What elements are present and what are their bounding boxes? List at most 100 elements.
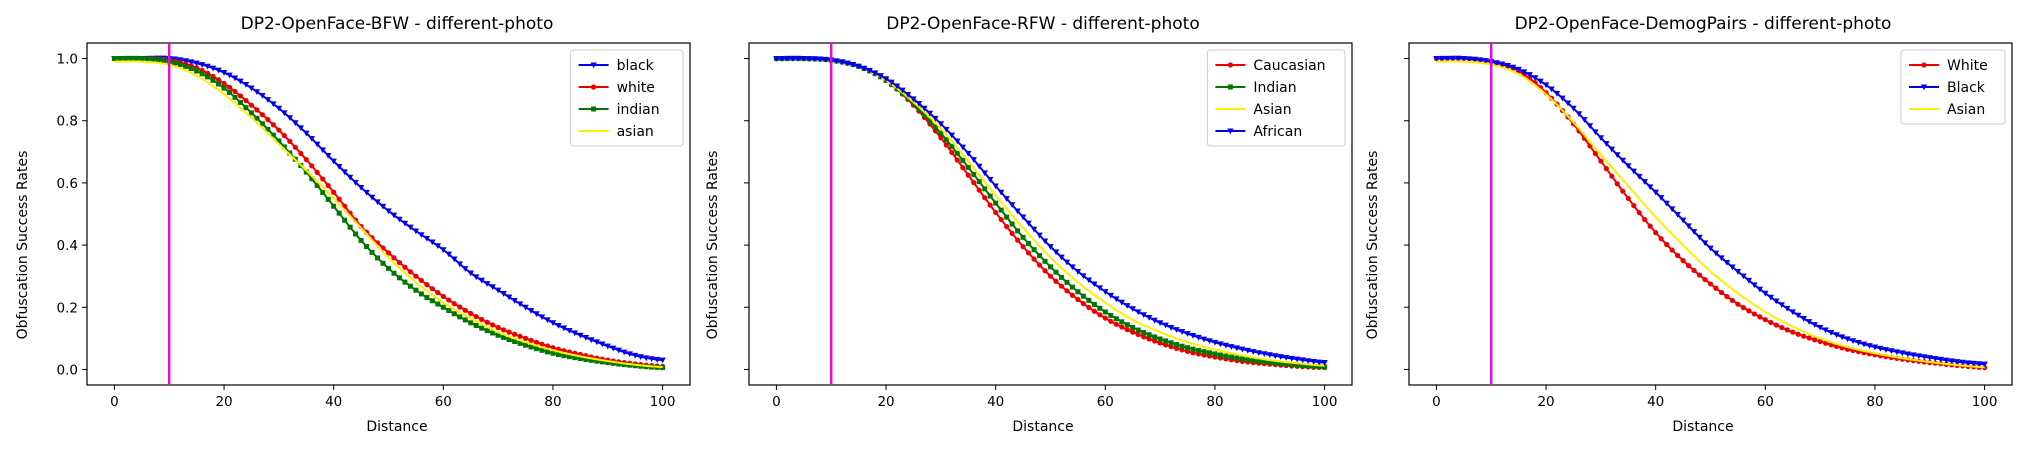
data-point-black: [1899, 350, 1906, 357]
data-point-black: [571, 330, 579, 337]
data-point-black: [401, 220, 409, 227]
data-point-indian: [128, 55, 134, 61]
data-point-indian: [583, 356, 589, 362]
data-point-african: [1233, 345, 1241, 352]
data-point-white: [528, 337, 534, 343]
data-point-african: [1156, 320, 1164, 327]
data-point-indian: [473, 323, 479, 329]
data-point-african: [1217, 341, 1224, 348]
data-point-white: [1724, 293, 1730, 300]
data-point-indian: [1064, 279, 1070, 285]
data-point-black: [456, 261, 463, 268]
data-point-white: [248, 102, 255, 108]
data-point-african: [871, 70, 879, 77]
data-point-black: [423, 235, 431, 242]
data-point-indian: [320, 189, 326, 195]
data-point-indian: [1201, 349, 1207, 355]
data-point-caucasian: [1152, 338, 1158, 344]
y-tick-label: 0.2: [57, 300, 78, 316]
data-point-white: [1806, 335, 1812, 341]
data-point-indian: [364, 244, 370, 250]
data-point-african: [1140, 312, 1147, 318]
legend-marker-caucasian: [1227, 62, 1233, 68]
data-point-indian: [1289, 362, 1295, 368]
data-point-indian: [550, 350, 556, 356]
plot-area: [1433, 55, 1988, 371]
data-point-caucasian: [1179, 347, 1185, 353]
data-point-black: [1888, 348, 1895, 355]
data-point-african: [822, 56, 829, 63]
x-tick-label: 80: [1866, 394, 1883, 410]
data-point-indian: [1097, 305, 1103, 311]
data-point-black: [363, 189, 370, 196]
data-point-caucasian: [1173, 345, 1180, 351]
data-point-black: [418, 232, 425, 239]
data-point-indian: [1157, 336, 1163, 342]
data-point-african: [855, 63, 862, 70]
data-point-black: [1773, 298, 1780, 305]
data-point-white: [221, 80, 227, 87]
data-point-white: [1614, 181, 1620, 187]
data-point-white: [265, 117, 271, 123]
data-point-white: [468, 310, 474, 317]
data-point-caucasian: [954, 157, 960, 163]
data-point-black: [1904, 351, 1912, 358]
data-point-african: [778, 55, 786, 62]
data-point-black: [220, 69, 228, 76]
chart-title: DP2-OpenFace-DemogPairs - different-phot…: [1515, 14, 1892, 34]
data-point-african: [1272, 353, 1279, 360]
data-point-white: [1642, 216, 1648, 223]
data-point-african: [838, 59, 846, 66]
data-point-white: [1675, 252, 1681, 259]
data-point-african: [1315, 359, 1323, 366]
data-point-black: [1756, 286, 1764, 293]
data-point-african: [915, 101, 923, 107]
data-point-indian: [998, 207, 1004, 213]
data-point-indian: [495, 332, 501, 338]
data-point-african: [981, 170, 988, 177]
data-point-indian: [205, 74, 211, 80]
data-point-african: [1244, 347, 1252, 354]
data-point-indian: [1179, 343, 1185, 349]
data-point-black: [494, 287, 502, 294]
data-point-african: [882, 76, 890, 82]
data-point-indian: [325, 196, 331, 202]
data-point-black: [1767, 294, 1774, 301]
data-point-indian: [528, 344, 534, 350]
data-point-indian: [1245, 357, 1251, 363]
data-point-white: [254, 107, 260, 113]
data-point-indian: [1267, 359, 1273, 365]
data-point-indian: [490, 330, 496, 336]
chart-title: DP2-OpenFace-RFW - different-photo: [886, 14, 1199, 34]
data-point-black: [445, 251, 452, 258]
data-point-indian: [139, 56, 145, 62]
data-point-african: [1091, 281, 1098, 288]
data-point-white: [1729, 297, 1736, 304]
data-point-black: [1893, 349, 1901, 356]
data-point-caucasian: [1091, 308, 1097, 314]
x-tick-label: 0: [110, 394, 119, 410]
data-point-african: [921, 105, 928, 112]
data-point-african: [1277, 354, 1284, 360]
data-point-indian: [386, 265, 391, 271]
data-point-indian: [1135, 327, 1141, 333]
series-asian: [114, 60, 663, 368]
x-tick-label: 60: [435, 394, 452, 410]
data-point-african: [1206, 338, 1213, 345]
data-point-black: [1564, 100, 1572, 107]
data-point-black: [1548, 86, 1555, 93]
data-point-white: [1740, 305, 1746, 311]
data-point-black: [303, 130, 310, 137]
plot-area: [111, 55, 666, 371]
data-point-white: [1636, 210, 1642, 216]
data-point-indian: [1234, 355, 1240, 361]
series-asian: [1436, 60, 1985, 369]
data-point-black: [1953, 359, 1961, 365]
data-point-black: [1778, 302, 1785, 309]
data-point-indian: [1261, 359, 1267, 365]
data-point-indian: [194, 68, 200, 74]
data-point-indian: [314, 182, 320, 188]
data-point-indian: [462, 317, 468, 323]
data-point-black: [1460, 55, 1468, 62]
